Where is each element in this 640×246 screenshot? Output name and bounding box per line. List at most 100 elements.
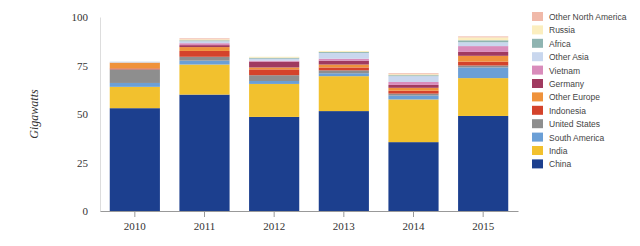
bar-segment bbox=[179, 45, 229, 47]
bar-segment bbox=[458, 62, 508, 66]
bar-segment bbox=[388, 85, 438, 88]
legend-label: Russia bbox=[549, 25, 575, 35]
bar-segment bbox=[388, 82, 438, 85]
series bbox=[179, 36, 508, 74]
legend-item: Germany bbox=[532, 79, 585, 89]
tick: 100 bbox=[72, 11, 101, 23]
bar-segment bbox=[249, 67, 299, 69]
axis-title: Gigawatts bbox=[27, 89, 41, 139]
bar-segment bbox=[110, 69, 160, 83]
legend-label: Germany bbox=[549, 79, 585, 89]
bar-segment bbox=[458, 46, 508, 52]
legend-label: Indonesia bbox=[549, 106, 586, 116]
bar-segment bbox=[319, 51, 369, 53]
tick-label: 0 bbox=[83, 205, 89, 217]
bar-segment bbox=[388, 76, 438, 82]
axis-line bbox=[100, 18, 101, 212]
bar-segment bbox=[179, 65, 229, 95]
bar-segment bbox=[458, 36, 508, 38]
bar-segment bbox=[249, 56, 299, 57]
legend-swatch bbox=[532, 25, 543, 34]
chart: 0255075100201020112012201320142015Gigawa… bbox=[0, 0, 640, 246]
bar-segment bbox=[249, 59, 299, 61]
legend-swatch bbox=[532, 79, 543, 88]
bar-segment bbox=[458, 66, 508, 68]
bar-segment bbox=[319, 65, 369, 68]
bar-segment bbox=[458, 42, 508, 46]
bar-segment bbox=[249, 84, 299, 117]
bar-segment bbox=[179, 51, 229, 57]
bar-segment bbox=[458, 67, 508, 78]
bar-segment bbox=[179, 38, 229, 40]
tick-label: 2010 bbox=[124, 220, 147, 232]
tick-mark bbox=[413, 211, 414, 217]
legend-label: India bbox=[549, 146, 568, 156]
series bbox=[110, 51, 508, 94]
tick: 2015 bbox=[472, 211, 495, 232]
bar-segment bbox=[249, 117, 299, 211]
legend-label: Other Europe bbox=[549, 92, 600, 102]
bar-segment bbox=[319, 73, 369, 76]
series bbox=[179, 43, 508, 85]
series bbox=[179, 37, 508, 75]
bar-segment bbox=[458, 78, 508, 116]
bar-segment bbox=[458, 56, 508, 62]
tick-label: 2015 bbox=[472, 220, 495, 232]
bar-segment bbox=[249, 69, 299, 75]
bar-segment bbox=[319, 67, 369, 70]
tick-label: 2011 bbox=[194, 220, 216, 232]
bar-segment bbox=[319, 53, 369, 59]
bar-segment bbox=[110, 62, 160, 63]
legend-swatch bbox=[532, 92, 543, 101]
legend-item: Indonesia bbox=[532, 106, 586, 116]
legend-swatch bbox=[532, 106, 543, 115]
legend-label: Africa bbox=[549, 39, 571, 49]
tick-label: 2014 bbox=[403, 220, 426, 232]
tick-label: 50 bbox=[77, 108, 89, 120]
legend-swatch bbox=[532, 133, 543, 142]
legend-label: United States bbox=[549, 119, 600, 129]
series bbox=[110, 41, 508, 82]
axis-line bbox=[101, 211, 519, 212]
tick: 2012 bbox=[263, 211, 285, 232]
bar-segment bbox=[179, 43, 229, 45]
legend-swatch bbox=[532, 66, 543, 75]
bar-segment bbox=[110, 83, 160, 87]
legend-item: Other Europe bbox=[532, 92, 600, 102]
bar-segment bbox=[110, 63, 160, 69]
x-axis: 201020112012201320142015 bbox=[101, 211, 519, 232]
y-axis: 0 25 50 75 100 bbox=[72, 11, 101, 217]
legend-label: Vietnam bbox=[549, 66, 580, 76]
bar-segment bbox=[110, 62, 160, 63]
series bbox=[179, 40, 508, 76]
bar-segment bbox=[319, 50, 369, 52]
legend-item: Other North America bbox=[532, 12, 627, 22]
bars bbox=[110, 36, 508, 211]
legend-item: India bbox=[532, 146, 568, 156]
bar-segment bbox=[388, 142, 438, 211]
bar-segment bbox=[388, 94, 438, 96]
bar-segment bbox=[179, 47, 229, 51]
series bbox=[110, 65, 508, 143]
legend-item: South America bbox=[532, 133, 605, 143]
tick: 75 bbox=[77, 60, 100, 72]
legend-swatch bbox=[532, 159, 543, 168]
bar-segment bbox=[249, 81, 299, 84]
series bbox=[110, 47, 508, 91]
bar-segment bbox=[179, 95, 229, 211]
bar-segment bbox=[388, 73, 438, 75]
tick: 2011 bbox=[194, 211, 216, 232]
tick-label: 25 bbox=[77, 157, 89, 169]
bar-segment bbox=[388, 91, 438, 94]
bar-segment bbox=[458, 116, 508, 211]
bar-segment bbox=[388, 75, 438, 77]
legend-swatch bbox=[532, 39, 543, 48]
bar-segment bbox=[179, 41, 229, 43]
legend-item: Other Asia bbox=[532, 52, 589, 62]
tick: 0 bbox=[83, 205, 101, 217]
tick: 2014 bbox=[403, 211, 426, 232]
tick-mark bbox=[274, 211, 275, 217]
legend-item: Africa bbox=[532, 39, 571, 49]
bar-segment bbox=[319, 111, 369, 211]
legend-item: Russia bbox=[532, 25, 575, 35]
